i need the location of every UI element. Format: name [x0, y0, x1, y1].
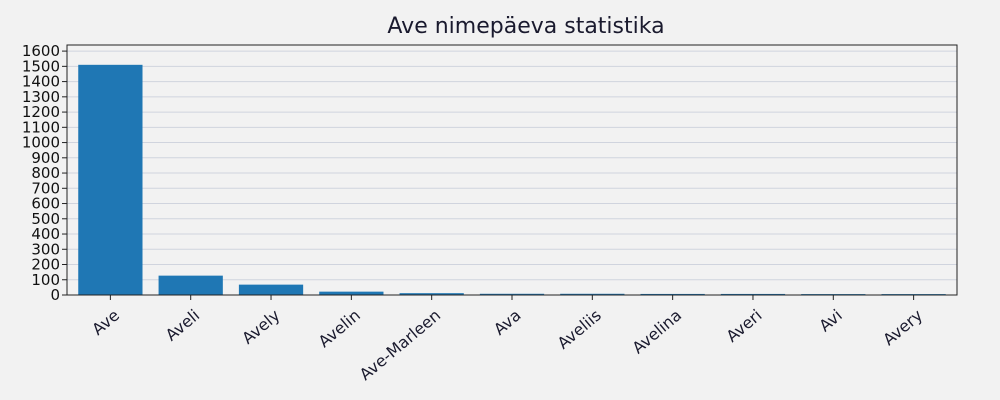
grid-lines	[67, 50, 957, 296]
y-tick-label: 0	[50, 286, 60, 304]
bar-avelin	[319, 291, 384, 295]
bar-aveliis	[560, 293, 625, 295]
y-tick-label: 1500	[22, 57, 60, 75]
bar-averi	[720, 293, 786, 295]
x-tick-label: Avi	[815, 306, 846, 336]
plot-frame	[66, 44, 958, 296]
y-tick-label: 300	[31, 240, 60, 258]
x-tick-label: Ava	[490, 306, 525, 339]
bar-aveli	[158, 275, 223, 295]
x-tick-label: Ave	[88, 306, 123, 339]
x-tick-label: Avely	[238, 306, 283, 348]
y-tick-label: 1300	[22, 88, 60, 106]
x-tick-label: Avery	[879, 306, 926, 350]
y-tick-label: 700	[31, 179, 60, 197]
y-tick-label: 800	[31, 164, 60, 182]
bar-ava	[479, 293, 545, 295]
bars	[78, 64, 946, 295]
y-tick-label: 1200	[22, 103, 60, 121]
bar-avely	[238, 284, 304, 295]
y-tick-label: 400	[31, 225, 60, 243]
bar-ave-marleen	[399, 293, 464, 295]
x-tick-label: Avelina	[628, 306, 685, 358]
chart-title: Ave nimepäeva statistika	[387, 14, 664, 39]
x-tick-label: Aveliis	[554, 306, 605, 353]
y-tick-label: 100	[31, 271, 60, 289]
x-tick-label: Aveli	[162, 306, 203, 345]
y-tick-label: 900	[31, 149, 60, 167]
y-tick-label: 600	[31, 195, 60, 213]
y-tick-label: 1600	[22, 42, 60, 60]
y-tick-label: 1400	[22, 73, 60, 91]
bar-avelina	[640, 293, 705, 295]
bar-ave	[78, 64, 143, 295]
x-tick-label: Ave-Marleen	[356, 306, 444, 385]
x-tick-label: Avelin	[315, 306, 364, 352]
y-axis-ticks: 0100200300400500600700800900100011001200…	[22, 42, 67, 304]
x-tick-label: Averi	[722, 306, 765, 346]
y-tick-label: 1000	[22, 134, 60, 152]
y-tick-label: 200	[31, 256, 60, 274]
y-tick-label: 1100	[22, 118, 60, 136]
y-tick-label: 500	[31, 210, 60, 228]
